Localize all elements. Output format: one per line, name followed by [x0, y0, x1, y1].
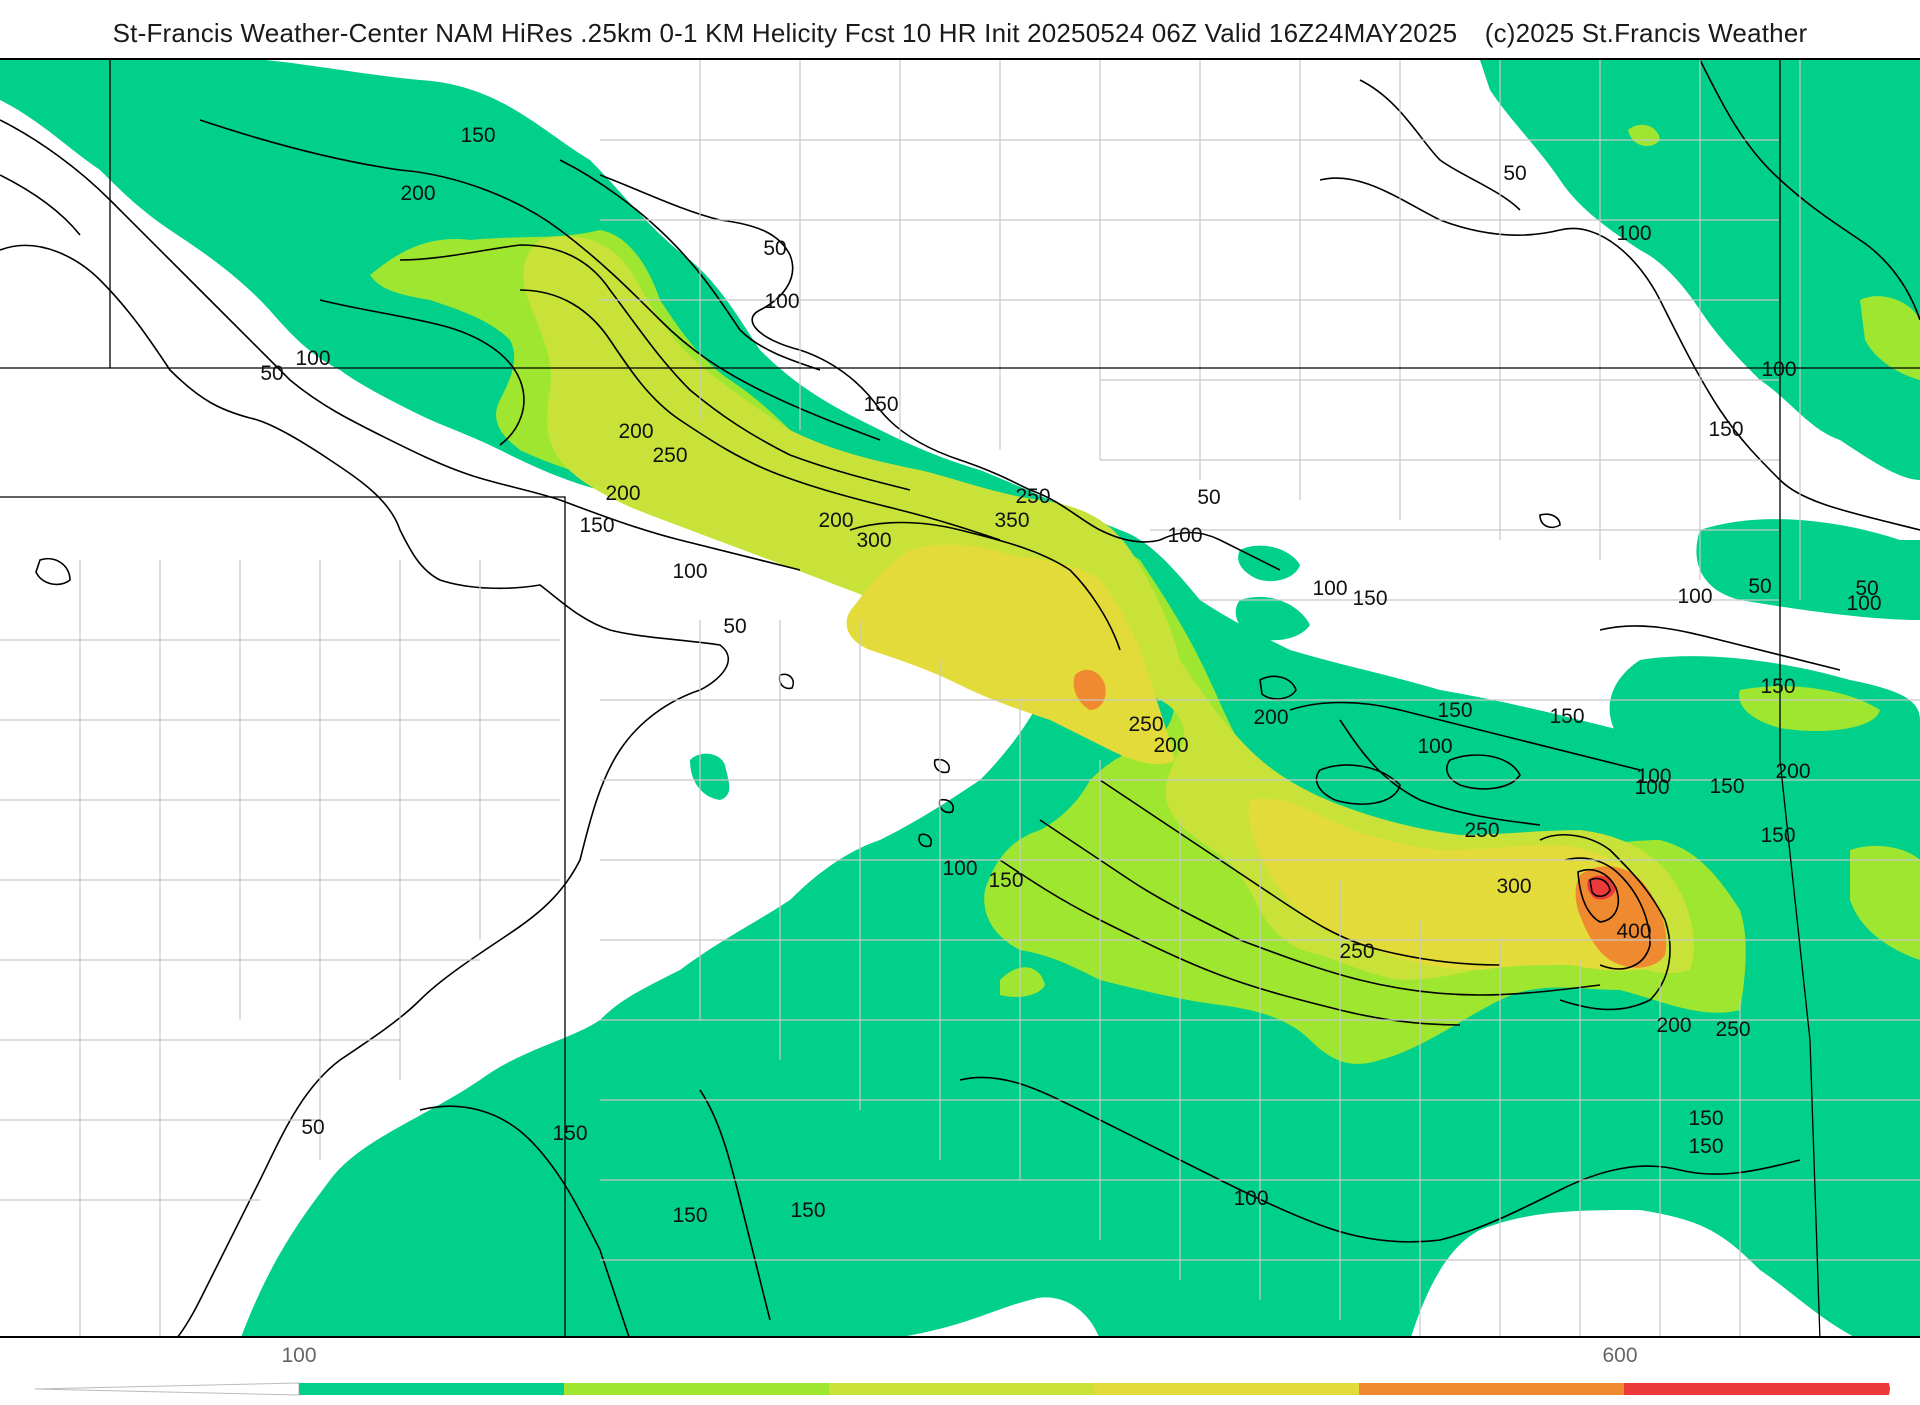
contour-label: 250	[1715, 1018, 1750, 1041]
contour-label: 150	[1760, 824, 1795, 847]
contour-label: 150	[790, 1199, 825, 1222]
contour-label: 150	[1709, 775, 1744, 798]
contour-label: 250	[1339, 940, 1374, 963]
contour-label: 200	[1153, 734, 1188, 757]
contour-label: 50	[301, 1116, 324, 1139]
contour-label: 50	[260, 362, 283, 385]
contour-label: 300	[856, 529, 891, 552]
contour-label: 400	[1616, 920, 1651, 943]
contour-label: 200	[1656, 1014, 1691, 1037]
contour-label: 100	[764, 290, 799, 313]
copyright-text: (c)2025 St.Francis Weather	[1484, 18, 1808, 48]
county-lines	[0, 60, 1920, 1336]
contour-lines	[0, 60, 1920, 1336]
map-title: St-Francis Weather-Center NAM HiRes .25k…	[0, 0, 1920, 58]
fill-500	[1587, 875, 1616, 900]
contour-label: 200	[618, 420, 653, 443]
contour-label: 50	[1855, 577, 1878, 600]
contour-label: 100	[942, 857, 977, 880]
contour-label: 250	[1015, 485, 1050, 508]
contour-label: 50	[1197, 486, 1220, 509]
contour-label: 250	[1128, 713, 1163, 736]
legend-tick-600: 600	[1602, 1344, 1638, 1367]
legend-bin	[1359, 1383, 1624, 1395]
contour-label: 150	[863, 393, 898, 416]
title-text: St-Francis Weather-Center NAM HiRes .25k…	[112, 18, 1458, 48]
fill-100	[0, 60, 1920, 1336]
contour-label: 50	[1748, 575, 1771, 598]
contour-label: 150	[1437, 699, 1472, 722]
contour-label: 100	[1636, 765, 1671, 788]
contour-label: 150	[988, 869, 1023, 892]
contour-label: 100	[1634, 776, 1669, 799]
contour-label: 150	[672, 1204, 707, 1227]
contour-label: 150	[1760, 675, 1795, 698]
contour-label: 100	[1417, 735, 1452, 758]
contour-label: 100	[1233, 1187, 1268, 1210]
contour-label: 200	[1775, 760, 1810, 783]
contour-label: 50	[723, 615, 746, 638]
contour-label: 200	[1253, 706, 1288, 729]
contour-label: 150	[460, 124, 495, 147]
contour-label: 100	[1677, 585, 1712, 608]
contour-label: 150	[1549, 705, 1584, 728]
color-legend: 100 600	[0, 1338, 1920, 1400]
contour-label: 150	[579, 514, 614, 537]
contour-labels: 1502005010010050200150200250200150250350…	[260, 124, 1881, 1227]
contour-label: 200	[605, 482, 640, 505]
contour-label: 150	[552, 1122, 587, 1145]
contour-label: 150	[1688, 1107, 1723, 1130]
contour-label: 350	[994, 509, 1029, 532]
helicity-map[interactable]: 150 200 50 100 100 50 200 150 200 250 200 150 250 350…	[0, 58, 1920, 1338]
legend-bin	[564, 1383, 829, 1395]
contour-label: 100	[1761, 358, 1796, 381]
contour-label: 100	[1312, 577, 1347, 600]
legend-bin	[299, 1383, 564, 1395]
contour-label: 250	[652, 444, 687, 467]
legend-bin	[1624, 1383, 1889, 1395]
contour-label: 100	[295, 347, 330, 370]
legend-bar	[34, 1382, 1890, 1396]
contour-label: 50	[1503, 162, 1526, 185]
contour-label: 150	[1708, 418, 1743, 441]
map-canvas: 1502005010010050200150200250200150250350…	[0, 60, 1920, 1336]
contour-label: 300	[1496, 875, 1531, 898]
contour-label: 200	[818, 509, 853, 532]
contour-label: 100	[1846, 592, 1881, 615]
state-borders	[0, 60, 1920, 1336]
legend-high-arrow	[1889, 1383, 1890, 1395]
contour-label: 100	[1616, 222, 1651, 245]
contour-label: 100	[672, 560, 707, 583]
contour-label: 150	[1352, 587, 1387, 610]
contour-label: 100	[1167, 524, 1202, 547]
contour-label: 200	[400, 182, 435, 205]
legend-bin	[1094, 1383, 1359, 1395]
contour-label: 250	[1464, 819, 1499, 842]
legend-bin	[829, 1383, 1094, 1395]
contour-label: 150	[1688, 1135, 1723, 1158]
legend-tick-100: 100	[281, 1344, 317, 1367]
legend-low-arrow	[34, 1382, 300, 1396]
contour-label: 50	[763, 237, 786, 260]
